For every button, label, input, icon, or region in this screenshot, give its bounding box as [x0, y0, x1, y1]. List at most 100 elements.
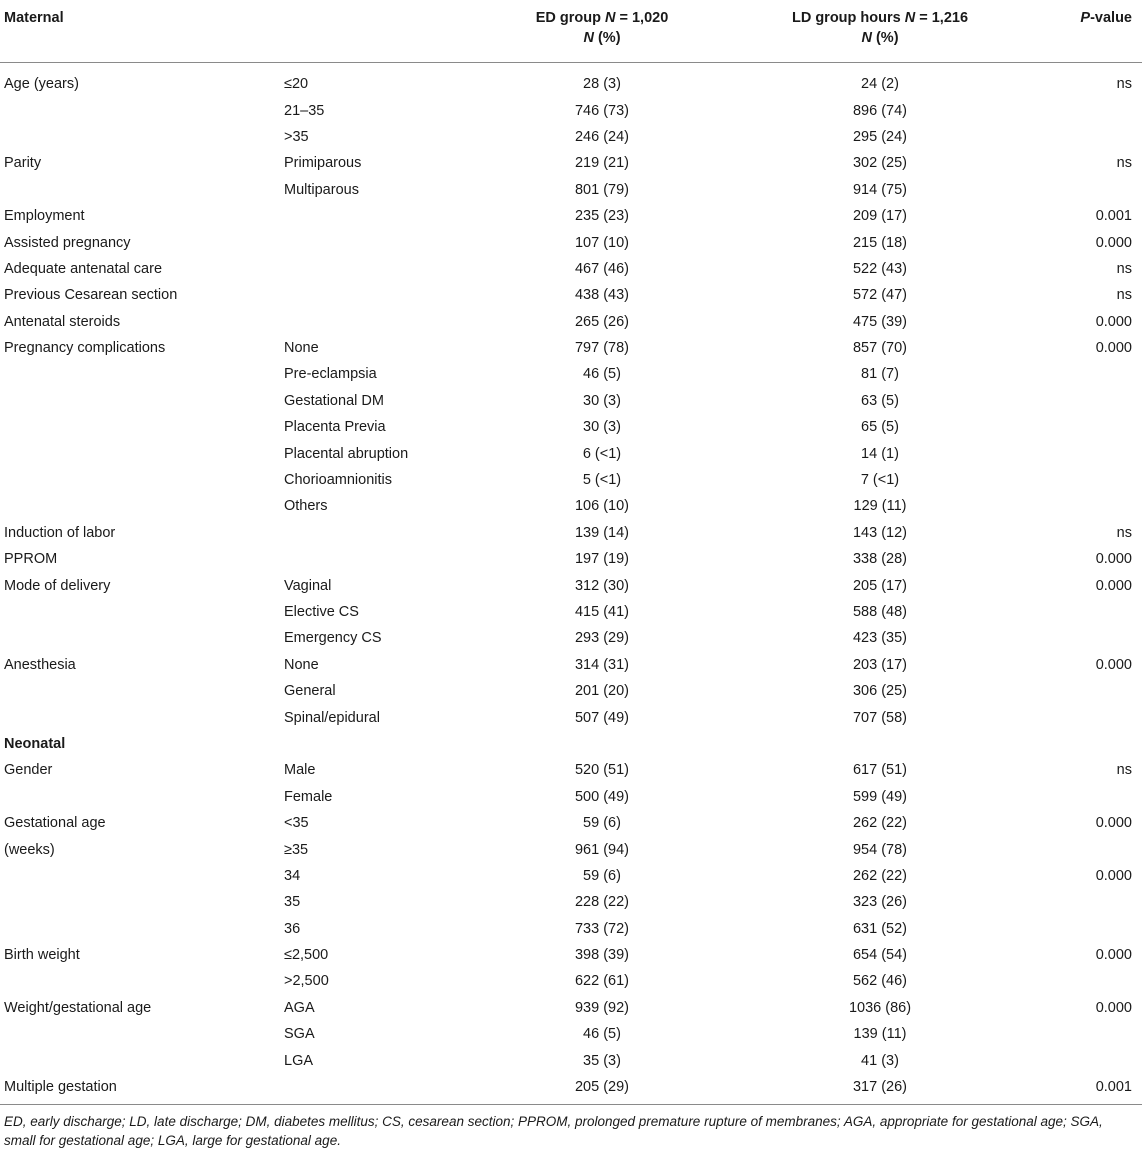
row-label: Adequate antenatal care — [4, 260, 163, 277]
row-label — [0, 388, 284, 414]
ed-value: 235 (23) — [574, 208, 629, 225]
ed-value: 228 (22) — [574, 894, 629, 911]
ld-value: 143 (12) — [852, 524, 907, 541]
ed-value: 797 (78) — [574, 340, 629, 357]
row-sublabel: >2,500 — [284, 973, 329, 990]
table-row: 34 59 (6) 262 (22) 0.000 — [0, 863, 1142, 889]
table-row: General 201 (20) 306 (25) — [0, 678, 1142, 704]
table-row: Emergency CS 293 (29) 423 (35) — [0, 625, 1142, 651]
row-label — [0, 889, 284, 915]
row-sublabel: None — [284, 340, 319, 357]
row-sublabel: 21–35 — [284, 102, 325, 119]
row-sublabel: Emergency CS — [284, 630, 382, 647]
ed-value: 520 (51) — [574, 762, 629, 779]
header-pvalue: P-value — [1030, 0, 1142, 30]
row-sublabel: LGA — [284, 1052, 314, 1069]
table-footnote: ED, early discharge; LD, late discharge;… — [4, 1114, 1103, 1149]
section-heading: Neonatal — [4, 735, 66, 752]
ld-value: 707 (58) — [852, 709, 907, 726]
ld-value: 262 (22) — [852, 867, 907, 884]
header-pvalue-p: P — [1080, 10, 1091, 26]
p-value: 0.000 — [1095, 947, 1132, 964]
p-value — [1030, 177, 1142, 203]
p-value: 0.000 — [1095, 234, 1132, 251]
ld-value: 857 (70) — [852, 340, 907, 357]
header-ed-post: = 1,020 — [615, 10, 669, 26]
ld-value: 203 (17) — [852, 656, 907, 673]
ld-value: 41 (3) — [861, 1052, 899, 1069]
header-ld-post: = 1,216 — [915, 10, 969, 26]
row-label: Parity — [4, 155, 42, 172]
row-label — [0, 177, 284, 203]
row-sublabel: AGA — [284, 999, 315, 1016]
footer-divider — [0, 1104, 1142, 1106]
header-ld-n2: N — [861, 30, 872, 46]
p-value — [1030, 916, 1142, 942]
p-value: 0.000 — [1095, 656, 1132, 673]
ed-value: 415 (41) — [574, 604, 629, 620]
p-value: 0.000 — [1095, 340, 1132, 357]
row-label: Mode of delivery — [4, 577, 111, 594]
table-row: Anesthesia None 314 (31) 203 (17) 0.000 — [0, 652, 1142, 678]
header-blank — [284, 0, 474, 30]
table-row: Parity Primiparous 219 (21) 302 (25) ns — [0, 150, 1142, 176]
ed-value: 59 (6) — [583, 867, 621, 884]
ed-value: 939 (92) — [574, 999, 629, 1016]
ed-value: 28 (3) — [583, 76, 621, 93]
ed-value: 293 (29) — [574, 630, 629, 647]
ed-value: 507 (49) — [574, 709, 629, 726]
row-label — [0, 1047, 284, 1073]
ld-value: 65 (5) — [861, 419, 899, 436]
row-sublabel: <35 — [284, 815, 309, 832]
ed-value: 622 (61) — [574, 973, 629, 990]
p-value — [1030, 968, 1142, 994]
row-label — [0, 678, 284, 704]
row-label: Birth weight — [4, 947, 80, 964]
p-value — [1030, 97, 1142, 123]
table-row: Others 106 (10) 129 (11) — [0, 493, 1142, 519]
header-ld-npct: N (%) — [730, 30, 1030, 63]
ld-value: 654 (54) — [852, 947, 907, 964]
row-sublabel: Female — [284, 788, 333, 805]
table-row: SGA 46 (5) 139 (11) — [0, 1021, 1142, 1047]
ld-value: 317 (26) — [852, 1079, 907, 1096]
row-sublabel: 36 — [284, 920, 301, 937]
ld-value: 262 (22) — [852, 815, 907, 832]
row-sublabel: Chorioamnionitis — [284, 472, 392, 489]
p-value: 0.000 — [1095, 577, 1132, 594]
ed-value: 219 (21) — [574, 155, 629, 172]
ed-value: 438 (43) — [574, 287, 629, 304]
p-value: 0.000 — [1095, 313, 1132, 330]
row-sublabel — [284, 282, 474, 308]
section-row: Neonatal — [0, 731, 1142, 757]
ed-value: 746 (73) — [574, 102, 629, 119]
ld-value: 81 (7) — [861, 366, 899, 383]
ld-value: 475 (39) — [852, 313, 907, 330]
ld-value: 205 (17) — [852, 577, 907, 594]
ed-value: 500 (49) — [574, 788, 629, 805]
row-sublabel: Placenta Previa — [284, 419, 386, 436]
p-value — [1030, 440, 1142, 466]
table-row: Antenatal steroids 265 (26) 475 (39) 0.000 — [0, 309, 1142, 335]
table-row: (weeks) ≥35 961 (94) 954 (78) — [0, 836, 1142, 862]
row-sublabel: General — [284, 683, 336, 700]
p-value — [1030, 704, 1142, 730]
ld-value: 24 (2) — [861, 76, 899, 93]
ld-value: 914 (75) — [852, 181, 907, 198]
row-sublabel — [284, 229, 474, 255]
row-label: Age (years) — [4, 76, 79, 93]
row-sublabel: Pre-eclampsia — [284, 366, 377, 383]
ld-value: 7 (<1) — [860, 472, 900, 489]
row-sublabel: Gestational DM — [284, 392, 384, 409]
table-row: Assisted pregnancy 107 (10) 215 (18) 0.000 — [0, 229, 1142, 255]
row-sublabel — [284, 520, 474, 546]
table-row: Placenta Previa 30 (3) 65 (5) — [0, 414, 1142, 440]
p-value — [1030, 836, 1142, 862]
table-row: 35 228 (22) 323 (26) — [0, 889, 1142, 915]
p-value: 0.000 — [1095, 815, 1132, 832]
table-row: Gestational age <35 59 (6) 262 (22) 0.000 — [0, 810, 1142, 836]
ld-value: 896 (74) — [852, 102, 907, 119]
table-row: Induction of labor 139 (14) 143 (12) ns — [0, 520, 1142, 546]
table-row: Birth weight ≤2,500 398 (39) 654 (54) 0.000 — [0, 942, 1142, 968]
table-row: Multiple gestation 205 (29) 317 (26) 0.001 — [0, 1074, 1142, 1100]
